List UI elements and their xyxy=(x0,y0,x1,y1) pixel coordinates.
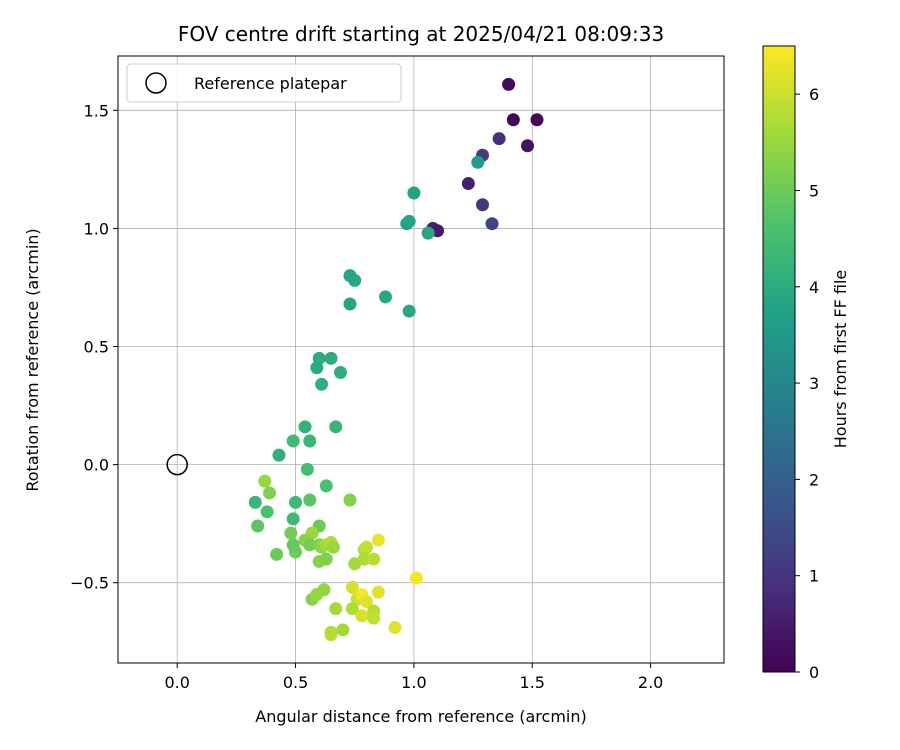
data-point xyxy=(298,420,312,434)
x-axis-ticks: 0.0 0.5 1.0 1.5 2.0 xyxy=(164,663,663,692)
data-point xyxy=(367,611,381,625)
data-point xyxy=(260,505,274,519)
data-point xyxy=(251,519,265,533)
data-point xyxy=(319,479,333,493)
colorbar-tick-label: 0 xyxy=(809,663,819,682)
data-point xyxy=(317,583,331,597)
data-point xyxy=(300,462,314,476)
data-point xyxy=(492,132,506,146)
data-point xyxy=(336,623,350,637)
data-point xyxy=(343,493,357,507)
colorbar: 0 1 2 3 4 5 6 Hours from first FF file xyxy=(762,45,850,682)
y-axis-title: Rotation from reference (arcmin) xyxy=(23,228,42,491)
data-point xyxy=(357,552,371,566)
data-point xyxy=(476,198,490,212)
data-point xyxy=(284,526,298,540)
data-point xyxy=(272,448,286,462)
legend-box xyxy=(126,63,402,103)
y-tick-label: 0.5 xyxy=(84,338,109,357)
data-point xyxy=(289,495,303,509)
data-point xyxy=(270,547,284,561)
data-point xyxy=(324,628,338,642)
data-point xyxy=(345,580,359,594)
data-point xyxy=(303,538,317,552)
colorbar-tick-label: 1 xyxy=(809,567,819,586)
x-axis-title: Angular distance from reference (arcmin) xyxy=(255,707,586,726)
y-tick-label: 1.5 xyxy=(84,101,109,120)
data-point xyxy=(360,595,374,609)
data-point xyxy=(371,585,385,599)
data-point xyxy=(329,420,343,434)
data-point xyxy=(258,474,272,488)
data-points xyxy=(248,77,544,642)
data-point xyxy=(263,486,276,500)
data-point xyxy=(348,273,362,287)
legend: Reference platepar xyxy=(126,63,402,103)
data-point xyxy=(324,351,338,365)
data-point xyxy=(378,290,392,304)
y-axis-ticks: −0.5 0.0 0.5 1.0 1.5 xyxy=(70,101,118,593)
x-tick-label: 1.5 xyxy=(520,673,545,692)
x-tick-label: 0.5 xyxy=(283,673,308,692)
colorbar-tick-label: 4 xyxy=(809,278,819,297)
data-point xyxy=(409,571,423,585)
reference-platepar-marker xyxy=(166,453,188,476)
data-point xyxy=(289,545,303,559)
grid-lines xyxy=(118,56,724,663)
data-point xyxy=(502,77,516,91)
data-point xyxy=(286,434,300,448)
colorbar-label: Hours from first FF file xyxy=(831,270,850,449)
data-point xyxy=(521,139,535,153)
y-tick-label: −0.5 xyxy=(70,574,109,593)
data-point xyxy=(407,186,421,200)
data-point xyxy=(355,609,369,623)
y-tick-label: 0.0 xyxy=(84,456,109,475)
data-point xyxy=(286,512,300,526)
data-point xyxy=(471,155,485,169)
data-point xyxy=(310,361,324,375)
data-point xyxy=(506,113,520,127)
data-point xyxy=(248,495,262,509)
data-point xyxy=(343,297,357,311)
data-point xyxy=(315,377,329,391)
data-point xyxy=(334,365,348,379)
plot-area-frame xyxy=(117,55,725,664)
data-point xyxy=(388,621,402,635)
data-point xyxy=(303,434,317,448)
colorbar-tick-label: 5 xyxy=(809,181,819,200)
data-point xyxy=(421,226,435,240)
data-point xyxy=(360,540,374,554)
data-point xyxy=(402,214,416,228)
chart-title: FOV centre drift starting at 2025/04/21 … xyxy=(178,22,664,46)
data-point xyxy=(345,602,359,616)
legend-label: Reference platepar xyxy=(194,74,347,93)
colorbar-ticks: 0 1 2 3 4 5 6 xyxy=(795,85,819,682)
data-point xyxy=(461,177,475,191)
x-tick-label: 2.0 xyxy=(638,673,663,692)
legend-marker xyxy=(145,72,167,94)
data-point xyxy=(485,217,499,231)
colorbar-tick-label: 3 xyxy=(809,374,819,393)
x-tick-label: 1.0 xyxy=(401,673,426,692)
y-tick-label: 1.0 xyxy=(84,219,109,238)
colorbar-gradient xyxy=(762,45,796,673)
data-point xyxy=(303,493,317,507)
data-point xyxy=(319,552,333,566)
data-point xyxy=(326,540,340,554)
data-point xyxy=(371,533,385,547)
x-tick-label: 0.0 xyxy=(164,673,189,692)
colorbar-tick-label: 2 xyxy=(809,470,819,489)
data-point xyxy=(402,304,416,318)
data-point xyxy=(367,552,381,566)
data-point xyxy=(329,602,343,616)
colorbar-tick-label: 6 xyxy=(809,85,819,104)
data-point xyxy=(530,113,544,127)
